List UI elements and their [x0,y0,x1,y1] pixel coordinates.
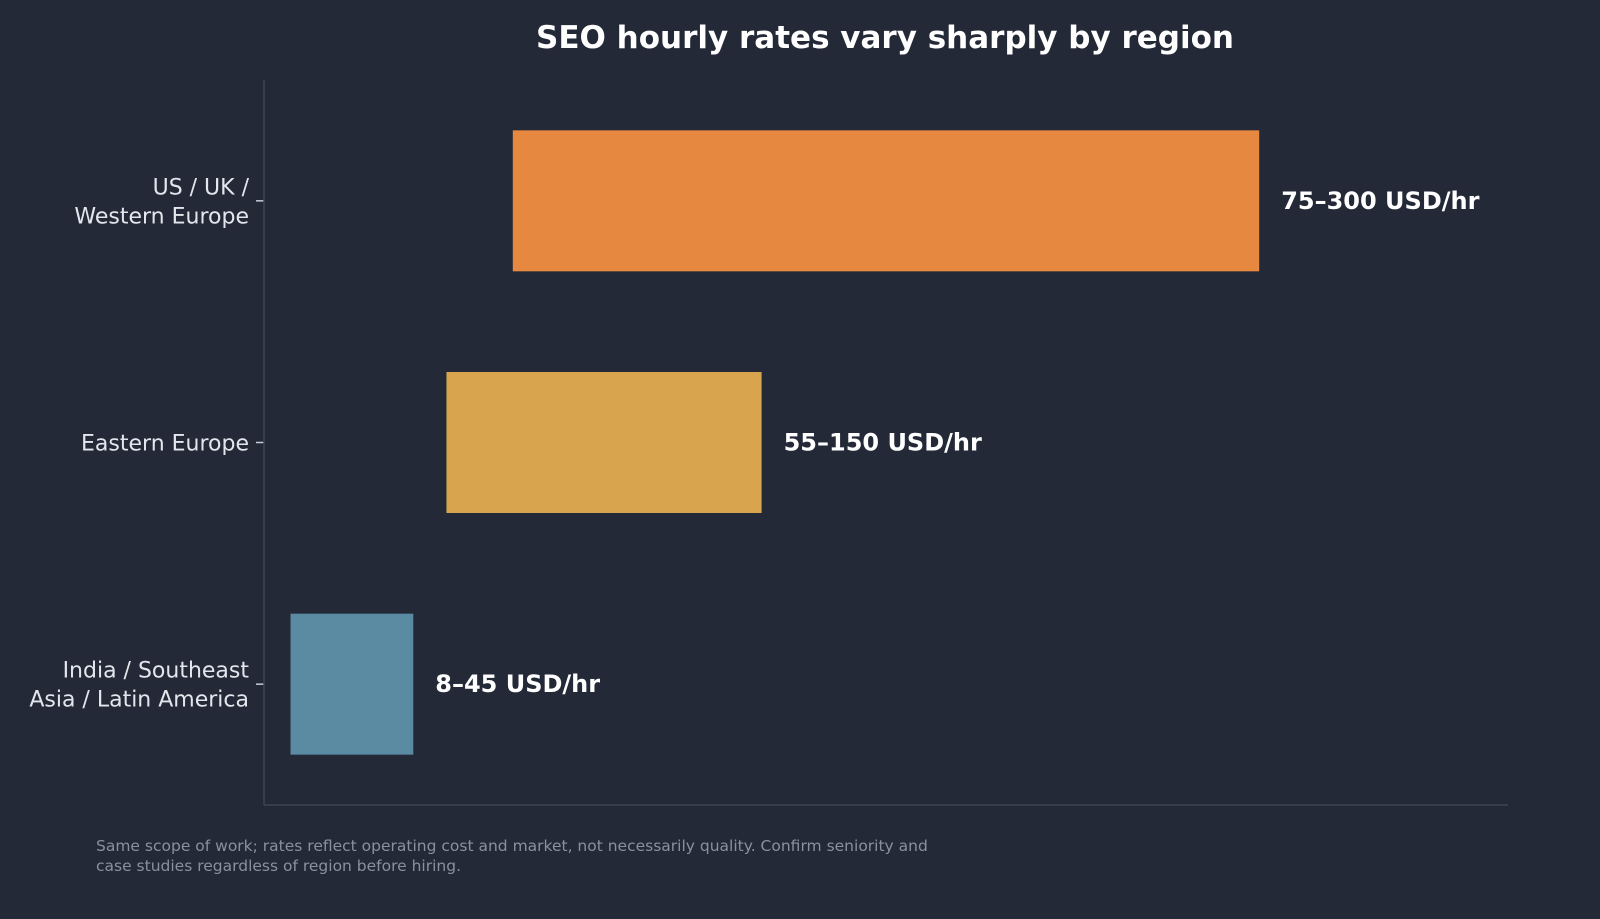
chart-title: SEO hourly rates vary sharply by region [536,20,1234,56]
category-label-line: Western Europe [74,204,249,229]
category-label-line: India / Southeast [63,659,250,684]
bar-1 [446,372,762,513]
category-label-0: US / UK / Western Europe [74,175,249,229]
category-label-2: India / Southeast Asia / Latin America [29,659,249,713]
category-label-line: Asia / Latin America [29,688,249,713]
bar-2 [290,613,414,755]
bars-layer [290,130,1260,755]
bar-0 [512,130,1260,272]
labels-layer: 75–300 USD/hr US / UK / Western Europe 55–1… [29,175,1479,712]
bar-value-label-1: 55–150 USD/hr [784,429,982,457]
category-label-line: US / UK / [153,175,250,200]
bar-value-label-2: 8–45 USD/hr [435,670,600,698]
chart-footnote: Same scope of work; rates reflect operat… [96,837,928,875]
bar-value-label-0: 75–300 USD/hr [1281,187,1479,215]
category-label-1: Eastern Europe [81,432,249,457]
category-label-line: Eastern Europe [81,432,249,457]
